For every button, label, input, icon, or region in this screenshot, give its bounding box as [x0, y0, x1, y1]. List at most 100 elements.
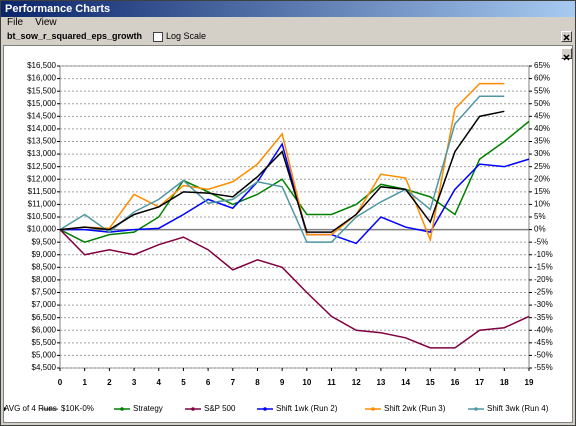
y2-tick-label: 65%	[534, 61, 550, 70]
x-tick-label: 16	[450, 378, 459, 387]
y2-tick-label: -20%	[534, 275, 553, 284]
legend-label: S&P 500	[204, 404, 236, 413]
menu-bar: File View	[1, 17, 575, 29]
y2-tick-label: -5%	[534, 237, 548, 246]
y-tick-label: $8,000	[32, 275, 57, 284]
legend-label: Strategy	[133, 404, 163, 413]
x-tick-label: 4	[157, 378, 162, 387]
x-tick-label: 19	[525, 378, 534, 387]
close-icon	[563, 54, 570, 61]
y2-tick-label: 20%	[534, 174, 550, 183]
x-tick-label: 6	[206, 378, 211, 387]
legend-marker	[263, 407, 267, 411]
legend-label: $10K-0%	[61, 404, 94, 413]
y2-tick-label: -25%	[534, 288, 553, 297]
legend-label: Shift 1wk (Run 2)	[276, 404, 338, 413]
close-button[interactable]	[561, 48, 572, 61]
y-tick-label: $15,500	[27, 86, 56, 95]
y-tick-label: $7,000	[32, 300, 57, 309]
x-tick-label: 18	[500, 378, 509, 387]
y-tick-label: $10,500	[27, 212, 56, 221]
y2-tick-label: 55%	[534, 86, 550, 95]
x-tick-label: 5	[181, 378, 186, 387]
y2-tick-label: -45%	[534, 338, 553, 347]
checkbox-label[interactable]: Log Scale	[166, 31, 207, 41]
x-tick-label: 3	[132, 378, 137, 387]
y-tick-label: $12,000	[27, 174, 56, 183]
x-tick-label: 8	[255, 378, 260, 387]
y-tick-label: $13,500	[27, 137, 56, 146]
x-tick-label: 13	[376, 378, 385, 387]
x-tick-label: 14	[401, 378, 410, 387]
y-tick-label: $7,500	[32, 288, 57, 297]
x-tick-label: 12	[352, 378, 361, 387]
y2-tick-label: 40%	[534, 124, 550, 133]
y-tick-label: $16,500	[27, 61, 56, 70]
y2-tick-label: 45%	[534, 111, 550, 120]
y-tick-label: $13,000	[27, 149, 56, 158]
y2-tick-label: 35%	[534, 137, 550, 146]
checkbox[interactable]	[153, 32, 163, 42]
strategy-name: bt_sow_r_squared_eps_growth	[7, 31, 143, 41]
series-line	[59, 229, 530, 349]
y2-tick-label: -15%	[534, 262, 553, 271]
y-tick-label: $11,000	[28, 200, 57, 209]
y-tick-label: $14,500	[27, 111, 56, 120]
y2-tick-label: 50%	[534, 99, 550, 108]
y2-tick-label: -55%	[534, 363, 553, 372]
series-line	[59, 82, 505, 243]
x-tick-label: 15	[426, 378, 435, 387]
y2-tick-label: 5%	[534, 212, 546, 221]
series-line	[59, 95, 505, 243]
y-tick-label: $9,500	[32, 237, 57, 246]
y2-tick-label: -10%	[534, 250, 553, 259]
y-tick-label: $8,500	[32, 262, 57, 271]
y-tick-label: $15,000	[27, 99, 56, 108]
y-tick-label: $9,000	[32, 250, 57, 259]
x-tick-label: 10	[302, 378, 311, 387]
y-tick-label: $5,500	[32, 338, 57, 347]
menu-item[interactable]: View	[35, 17, 57, 28]
y2-tick-label: 25%	[534, 162, 550, 171]
y2-tick-label: 10%	[534, 200, 550, 209]
y-tick-label: $16,000	[27, 74, 56, 83]
plot-area	[59, 65, 530, 369]
x-tick-label: 2	[107, 378, 112, 387]
x-tick-label: 0	[58, 378, 63, 387]
legend-marker	[48, 407, 52, 411]
y2-tick-label: -35%	[534, 313, 553, 322]
y2-tick-label: -40%	[534, 325, 553, 334]
chart-panel: $4,500 $5,000 $5,500 $6,000 $6,500 $7,000 $7,5…	[3, 45, 573, 423]
y2-tick-label: -50%	[534, 351, 553, 360]
y2-tick-label: 15%	[534, 187, 550, 196]
legend-marker	[4, 407, 6, 411]
y2-tick-label: -30%	[534, 300, 553, 309]
legend-label: Shift 2wk (Run 3)	[384, 404, 446, 413]
series-line	[59, 110, 505, 233]
y-tick-label: $4,500	[32, 363, 57, 372]
y2-tick-label: 0%	[534, 225, 546, 234]
y-tick-label: $11,500	[28, 187, 57, 196]
y-tick-label: $14,000	[27, 124, 56, 133]
x-tick-label: 11	[327, 378, 336, 387]
chart: $4,500 $5,000 $5,500 $6,000 $6,500 $7,000 $7,5…	[4, 61, 553, 413]
y-tick-label: $6,000	[32, 325, 57, 334]
x-tick-label: 7	[231, 378, 236, 387]
y-tick-label: $10,000	[27, 225, 56, 234]
toolbar: bt_sow_r_squared_eps_growth Log Scale	[1, 29, 575, 44]
legend-label: AVG of 4 Runs	[4, 404, 57, 413]
x-tick-label: 1	[82, 378, 87, 387]
legend-marker	[120, 407, 124, 411]
menu-item[interactable]: File	[7, 17, 24, 28]
title-bar: Performance Charts	[1, 1, 575, 17]
close-button[interactable]	[561, 31, 572, 42]
y2-tick-label: 60%	[534, 74, 550, 83]
y-tick-label: $6,500	[32, 313, 57, 322]
y2-tick-label: 30%	[534, 149, 550, 158]
legend-marker	[371, 407, 375, 411]
x-tick-label: 9	[280, 378, 285, 387]
y-tick-label: $5,000	[32, 351, 57, 360]
legend-label: Shift 3wk (Run 4)	[487, 404, 549, 413]
close-icon	[563, 34, 570, 41]
